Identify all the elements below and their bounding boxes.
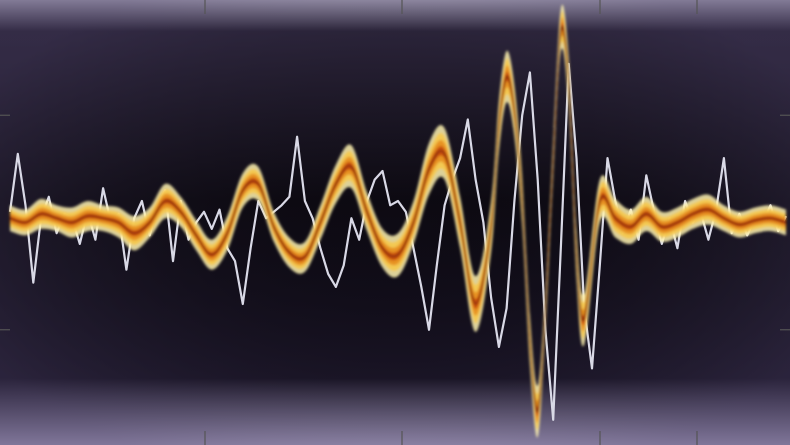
envelope-median-line [9, 26, 787, 413]
posterior-envelope [9, 4, 787, 438]
envelope-band-3 [10, 17, 786, 423]
